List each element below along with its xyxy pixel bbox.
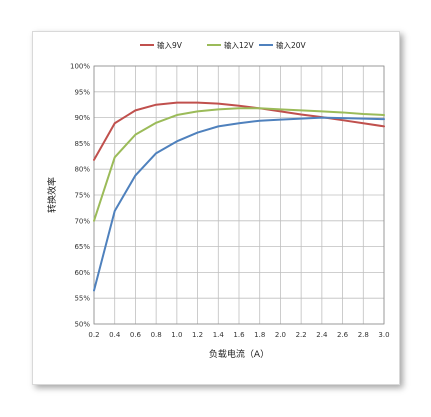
y-tick-label: 50% bbox=[74, 321, 90, 329]
grid-lines bbox=[93, 65, 385, 325]
y-tick-label: 60% bbox=[74, 269, 90, 277]
plot-area-border bbox=[93, 65, 385, 325]
x-tick-label: 2.4 bbox=[316, 331, 328, 339]
series-line bbox=[93, 107, 385, 222]
series-line bbox=[93, 116, 385, 292]
x-tick-label: 0.8 bbox=[151, 331, 162, 339]
x-tick-label: 0.2 bbox=[88, 331, 99, 339]
series-lines bbox=[93, 101, 385, 292]
x-tick-label: 3.0 bbox=[378, 331, 389, 339]
legend-label: 输入12V bbox=[224, 40, 255, 50]
x-tick-label: 2.2 bbox=[296, 331, 307, 339]
x-tick-label: 1.6 bbox=[233, 331, 245, 339]
x-tick-label: 2.0 bbox=[275, 331, 286, 339]
x-tick-label: 2.8 bbox=[358, 331, 369, 339]
y-tick-label: 90% bbox=[74, 114, 90, 122]
y-tick-label: 65% bbox=[74, 243, 90, 251]
x-tick-label: 1.8 bbox=[254, 331, 265, 339]
y-tick-label: 95% bbox=[74, 88, 90, 96]
x-tick-label: 0.4 bbox=[109, 331, 121, 339]
y-tick-label: 85% bbox=[74, 140, 90, 148]
chart-frame: 50% 55% 60% 65% 70% 75% 80% 85% 90% 95% 100% 0.2 0.4… bbox=[32, 31, 400, 385]
x-axis-label: 负载电流（A） bbox=[209, 348, 269, 360]
y-tick-label: 100% bbox=[70, 63, 90, 71]
y-tick-label: 70% bbox=[74, 217, 90, 225]
tick-labels: 50% 55% 60% 65% 70% 75% 80% 85% 90% 95% 100% 0.2 0.4… bbox=[70, 63, 390, 340]
y-axis-label: 转换效率 bbox=[46, 177, 58, 213]
x-tick-label: 1.4 bbox=[213, 331, 225, 339]
y-tick-label: 55% bbox=[74, 295, 90, 303]
legend-label: 输入20V bbox=[276, 40, 307, 50]
x-tick-label: 1.0 bbox=[171, 331, 182, 339]
y-tick-label: 75% bbox=[74, 192, 90, 200]
legend: 输入9V 输入12V 输入20V bbox=[140, 40, 307, 50]
series-line bbox=[93, 101, 385, 161]
x-tick-label: 2.6 bbox=[337, 331, 349, 339]
x-tick-label: 0.6 bbox=[130, 331, 142, 339]
legend-label: 输入9V bbox=[157, 40, 183, 50]
efficiency-chart: 50% 55% 60% 65% 70% 75% 80% 85% 90% 95% 100% 0.2 0.4… bbox=[46, 40, 390, 360]
x-tick-label: 1.2 bbox=[192, 331, 203, 339]
y-tick-label: 80% bbox=[74, 166, 90, 174]
